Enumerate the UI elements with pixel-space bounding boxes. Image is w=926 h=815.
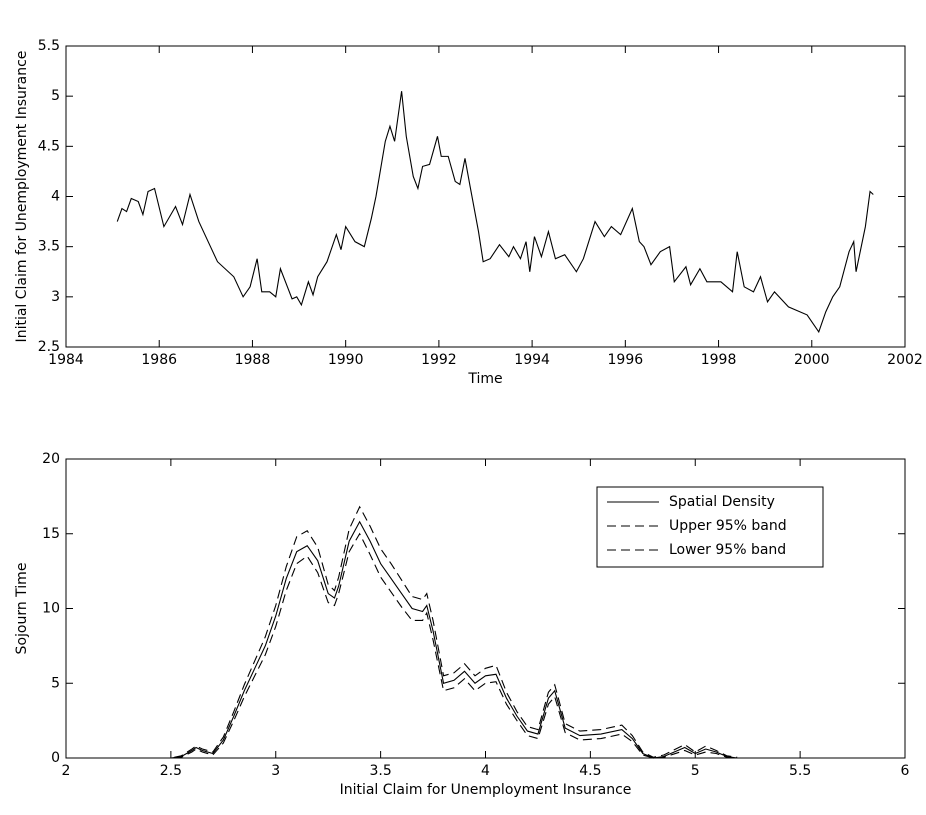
y-tick-label: 4.5 <box>38 138 60 154</box>
x-tick-label: 1990 <box>328 352 364 368</box>
legend-label: Lower 95% band <box>669 542 786 558</box>
y-tick-label: 3 <box>51 289 60 305</box>
x-tick-label: 1986 <box>141 352 177 368</box>
x-tick-label: 3.5 <box>369 763 391 779</box>
legend-label: Spatial Density <box>669 494 775 510</box>
data-line <box>160 520 738 759</box>
x-tick-label: 6 <box>901 763 910 779</box>
x-tick-label: 1994 <box>514 352 550 368</box>
y-tick-label: 3.5 <box>38 239 60 255</box>
x-tick-label: 1984 <box>48 352 84 368</box>
y-tick-label: 20 <box>42 451 60 467</box>
x-tick-label: 1996 <box>608 352 644 368</box>
data-line <box>160 532 738 759</box>
axes-box <box>65 45 906 348</box>
y-tick-label: 0 <box>51 750 60 766</box>
y-axis-label: Sojourn Time <box>14 563 30 655</box>
y-tick-label: 15 <box>42 526 60 542</box>
x-tick-label: 5 <box>691 763 700 779</box>
legend-label: Upper 95% band <box>669 518 787 534</box>
x-tick-label: 5.5 <box>789 763 811 779</box>
x-tick-label: 2002 <box>887 352 923 368</box>
legend-box <box>596 486 824 568</box>
x-tick-label: 2 <box>62 763 71 779</box>
x-tick-label: 1992 <box>421 352 457 368</box>
y-tick-label: 10 <box>42 601 60 617</box>
legend: Spatial Density Upper 95% band Lower 95% b… <box>596 486 824 568</box>
y-tick-label: 4 <box>51 189 60 205</box>
y-tick-label: 5 <box>51 675 60 691</box>
x-tick-label: 2000 <box>794 352 830 368</box>
x-tick-label: 1998 <box>701 352 737 368</box>
y-tick-label: 2.5 <box>38 339 60 355</box>
x-tick-label: 3 <box>271 763 280 779</box>
data-line <box>160 505 738 759</box>
x-axis-label: Time <box>467 371 502 387</box>
x-tick-label: 1988 <box>235 352 271 368</box>
x-tick-label: 2.5 <box>160 763 182 779</box>
x-tick-label: 4.5 <box>579 763 601 779</box>
y-axis-label: Initial Claim for Unemployment Insurance <box>14 51 30 343</box>
data-line <box>116 91 874 334</box>
y-tick-label: 5.5 <box>38 38 60 54</box>
x-axis-label: Initial Claim for Unemployment Insurance <box>340 782 632 798</box>
y-tick-label: 5 <box>51 88 60 104</box>
x-tick-label: 4 <box>481 763 490 779</box>
